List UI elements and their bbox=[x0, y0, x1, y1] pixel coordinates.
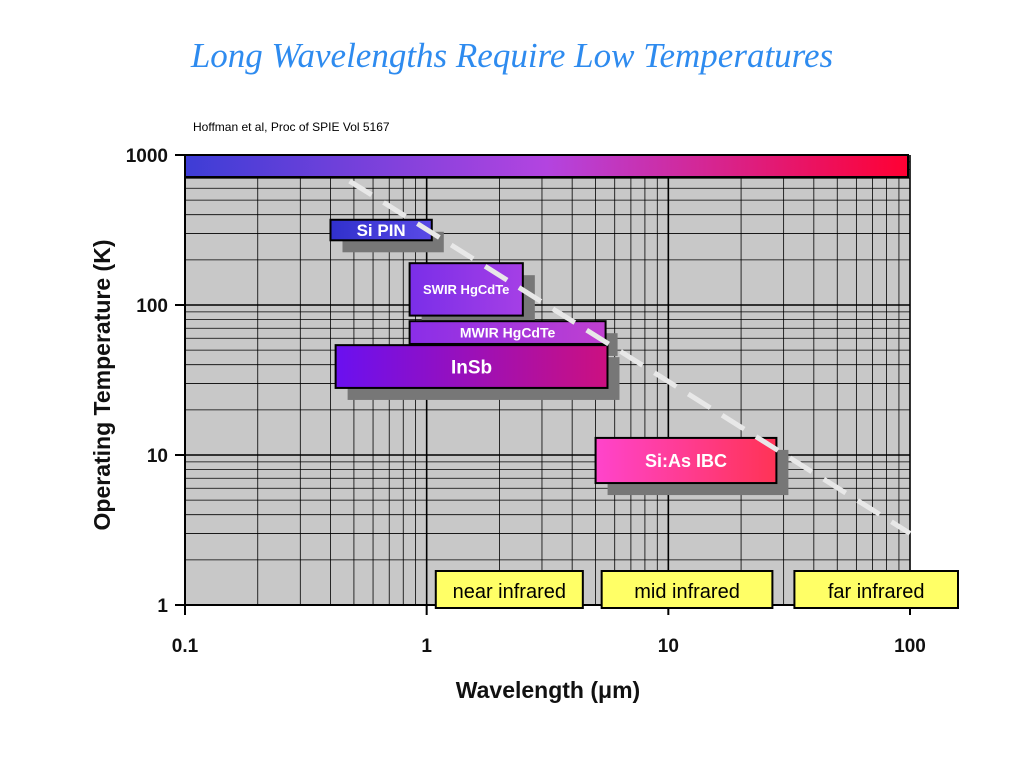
detector-bar bbox=[334, 344, 609, 389]
infrared-bands: near infrared mid infrared far infrared bbox=[434, 570, 960, 609]
detector-si-pin: Si PIN bbox=[329, 218, 444, 253]
detector-boxes: Si PIN SWIR HgCdTe MWIR HgCdTe InSb Si:As IB… bbox=[329, 218, 789, 496]
detector-label: MWIR HgCdTe bbox=[460, 325, 556, 341]
band-far-infrared: far infrared bbox=[793, 570, 960, 609]
y-tick-label: 100 bbox=[136, 296, 168, 317]
y-tick-label: 10 bbox=[147, 446, 168, 467]
slide-title: Long Wavelengths Require Low Temperature… bbox=[190, 36, 834, 75]
band-near-infrared: near infrared bbox=[434, 570, 584, 609]
detector-bar bbox=[408, 262, 524, 317]
band-label: far infrared bbox=[828, 581, 925, 603]
x-tick-label: 100 bbox=[894, 636, 926, 657]
detector-bar bbox=[408, 320, 607, 345]
detector-insb: InSb bbox=[334, 344, 620, 400]
x-tick-label: 1 bbox=[421, 636, 432, 657]
band-box bbox=[600, 570, 774, 609]
y-tick-label: 1 bbox=[157, 596, 168, 617]
detector-label: Si:As IBC bbox=[645, 451, 727, 471]
temperature-color-bar bbox=[184, 154, 909, 178]
y-axis-title: Operating Temperature (K) bbox=[89, 240, 115, 531]
citation: Hoffman et al, Proc of SPIE Vol 5167 bbox=[193, 120, 390, 134]
band-label: near infrared bbox=[453, 581, 566, 603]
x-axis-title: Wavelength (μm) bbox=[456, 677, 640, 703]
detector-si-as-ibc: Si:As IBC bbox=[594, 436, 789, 496]
detector-label: SWIR HgCdTe bbox=[423, 282, 509, 297]
x-tick-label: 10 bbox=[658, 636, 679, 657]
band-box bbox=[434, 570, 584, 609]
x-tick-label: 0.1 bbox=[172, 636, 199, 657]
temperature-limit-line bbox=[348, 178, 912, 536]
band-box bbox=[793, 570, 960, 609]
detector-label: Si PIN bbox=[357, 221, 406, 240]
detector-bar bbox=[594, 436, 778, 485]
y-tick-label: 1000 bbox=[126, 146, 168, 167]
detector-label: InSb bbox=[451, 357, 492, 378]
band-label: mid infrared bbox=[634, 581, 740, 603]
band-mid-infrared: mid infrared bbox=[600, 570, 774, 609]
detector-swir-hgcdte: SWIR HgCdTe bbox=[408, 262, 535, 328]
